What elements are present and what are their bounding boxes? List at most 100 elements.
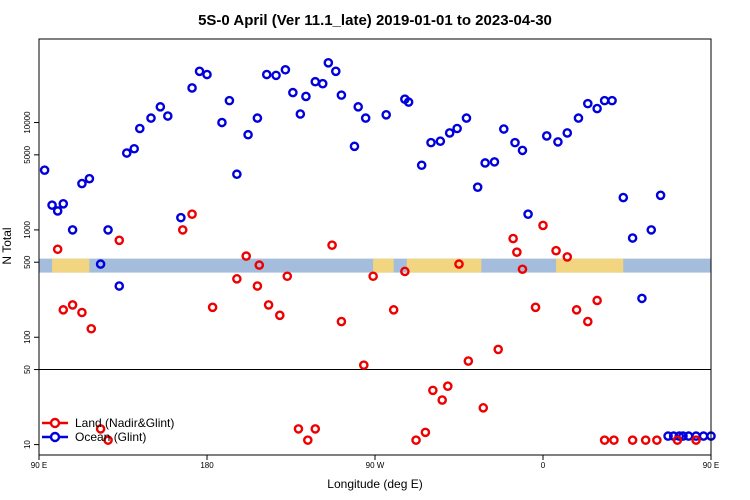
data-point: [452, 123, 462, 134]
data-point: [95, 424, 106, 434]
data-point: [562, 128, 573, 138]
data-point: [187, 83, 197, 93]
data-point: [86, 323, 97, 334]
data-point: [498, 124, 509, 134]
data-point: [295, 109, 306, 119]
data-point: [416, 160, 427, 171]
data-point: [52, 244, 63, 255]
data-point: [599, 95, 610, 106]
data-point: [573, 113, 584, 123]
data-point: [134, 123, 145, 134]
data-point: [472, 182, 483, 192]
data-point: [241, 251, 251, 261]
data-point: [263, 300, 274, 310]
data-point: [114, 281, 125, 291]
data-point: [243, 129, 253, 140]
y-tick-label: 5000: [23, 145, 32, 163]
data-point: [47, 200, 57, 210]
land-band-segment: [556, 258, 624, 273]
data-point: [187, 209, 197, 220]
data-point: [146, 113, 156, 123]
data-point: [202, 69, 212, 80]
legend-label: Ocean (Glint): [75, 430, 146, 444]
axis-layer: 90 E 180 90 W 0 90 E 10 50 100 500 1000 5000 10000: [23, 111, 719, 470]
data-point: [530, 302, 541, 313]
data-point: [637, 293, 647, 304]
series-group: [39, 58, 716, 441]
data-point: [254, 260, 265, 270]
data-point: [224, 95, 235, 106]
data-point: [541, 131, 552, 141]
data-point: [282, 271, 293, 282]
data-point: [261, 69, 272, 80]
x-tick-label: 180: [200, 461, 214, 470]
data-point: [176, 212, 186, 223]
data-point: [280, 64, 291, 75]
data-point: [121, 148, 132, 158]
data-point: [271, 70, 281, 81]
data-point: [336, 316, 347, 327]
data-point: [84, 173, 95, 184]
data-point: [583, 98, 593, 109]
data-point: [510, 137, 520, 148]
data-point: [609, 435, 619, 445]
y-tick-label: 100: [23, 330, 32, 344]
data-point: [67, 300, 78, 310]
data-point: [489, 157, 500, 167]
data-point: [403, 97, 414, 107]
data-point: [129, 143, 139, 154]
data-point: [288, 87, 298, 98]
data-point: [562, 252, 573, 262]
data-point: [583, 316, 593, 327]
band-layer: [39, 258, 711, 273]
data-point: [302, 435, 313, 445]
data-point: [252, 113, 263, 123]
data-point: [444, 128, 455, 138]
data-point: [478, 403, 489, 413]
data-point: [480, 158, 490, 168]
data-point: [442, 381, 453, 391]
data-point: [388, 305, 399, 315]
data-point: [400, 266, 410, 277]
land-band-segment: [52, 258, 90, 273]
data-point: [426, 137, 436, 148]
data-point: [652, 435, 662, 445]
data-point: [155, 102, 166, 112]
legend-label: Land (Nadir&Glint): [75, 416, 174, 430]
data-point: [310, 424, 321, 434]
data-point: [77, 307, 87, 318]
plot-frame: [38, 38, 712, 456]
data-point: [52, 206, 63, 216]
data-point: [435, 136, 446, 147]
land-band-segment: [373, 258, 394, 273]
data-point: [368, 271, 378, 282]
data-point: [428, 385, 438, 396]
data-point: [58, 305, 69, 315]
data-point: [517, 264, 528, 275]
data-point: [691, 435, 701, 445]
data-point: [655, 190, 666, 201]
data-point: [454, 259, 464, 269]
x-tick-label: 90 E: [703, 461, 719, 470]
data-point: [683, 431, 694, 441]
data-point: [217, 117, 227, 128]
data-point: [551, 245, 561, 256]
data-point: [232, 274, 242, 284]
data-point: [627, 233, 638, 243]
data-point: [162, 111, 173, 121]
data-point: [672, 435, 683, 445]
x-tick-label: 0: [541, 461, 546, 470]
data-point: [698, 431, 709, 441]
data-point: [360, 113, 371, 123]
data-point: [571, 305, 582, 315]
data-point: [420, 427, 431, 438]
legend: Land (Nadir&Glint)Ocean (Glint): [42, 416, 174, 444]
y-tick-label: 1000: [23, 220, 32, 238]
data-point: [437, 395, 448, 405]
data-point: [349, 141, 360, 152]
data-point: [323, 58, 334, 68]
data-point: [640, 435, 651, 445]
data-point: [77, 178, 87, 189]
data-point: [317, 78, 328, 89]
